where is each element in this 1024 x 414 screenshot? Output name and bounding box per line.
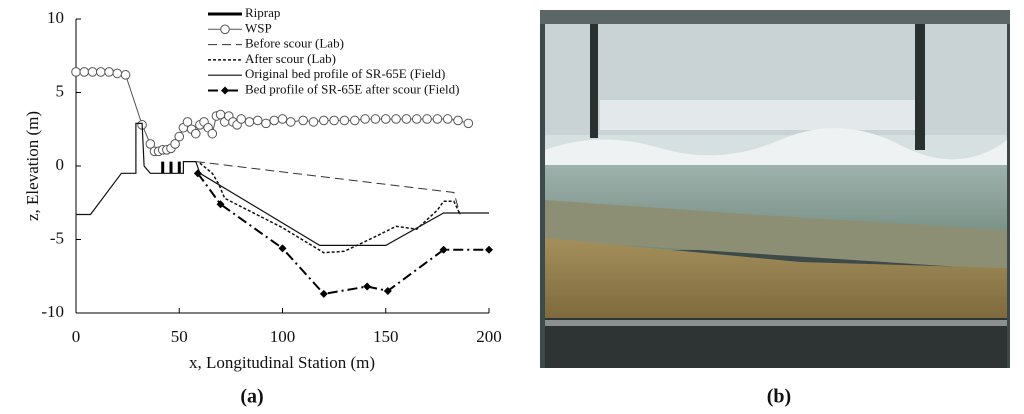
marker xyxy=(463,118,474,129)
photo-waves xyxy=(545,128,1007,165)
y-tick-label: -5 xyxy=(50,228,64,247)
marker xyxy=(174,131,185,142)
marker xyxy=(190,128,201,139)
marker xyxy=(95,67,106,77)
legend-label: Bed profile of SR-65E after scour (Field… xyxy=(245,81,459,96)
legend-label: After scour (Lab) xyxy=(245,51,336,66)
photo-base xyxy=(545,318,1007,368)
marker xyxy=(360,114,370,124)
x-tick-label: 0 xyxy=(72,327,81,346)
x-axis-label: x, Longitudinal Station (m) xyxy=(189,353,375,372)
y-tick-label: 5 xyxy=(56,81,65,100)
marker xyxy=(391,114,401,124)
marker xyxy=(236,114,246,124)
marker xyxy=(401,114,412,124)
legend-label: WSP xyxy=(245,20,272,35)
marker xyxy=(252,115,263,126)
photo-post xyxy=(915,20,925,150)
legend-label: Original bed profile of SR-65E (Field) xyxy=(245,66,445,81)
marker xyxy=(193,169,202,178)
series-line xyxy=(76,122,489,246)
marker xyxy=(380,114,391,124)
marker xyxy=(383,286,392,295)
marker xyxy=(329,115,339,126)
marker xyxy=(453,115,463,126)
marker xyxy=(269,115,280,126)
x-tick-label: 100 xyxy=(270,327,296,346)
marker xyxy=(120,70,131,80)
marker xyxy=(277,114,288,124)
marker xyxy=(308,117,319,127)
marker xyxy=(261,118,271,129)
marker xyxy=(207,128,218,139)
marker xyxy=(422,114,432,124)
x-tick-label: 50 xyxy=(171,327,188,346)
marker xyxy=(339,115,350,126)
marker xyxy=(439,245,448,254)
marker xyxy=(244,117,255,127)
photo-wall xyxy=(600,100,920,130)
marker xyxy=(145,139,156,149)
marker xyxy=(485,245,493,254)
marker xyxy=(170,139,180,149)
photo-bed-slope xyxy=(545,200,1007,270)
y-tick-label: -10 xyxy=(41,302,64,321)
x-tick-label: 150 xyxy=(373,327,399,346)
marker xyxy=(216,200,225,209)
photo-rail xyxy=(545,320,1007,326)
marker xyxy=(411,114,422,124)
photo-sand xyxy=(545,238,1007,318)
series-line xyxy=(195,161,461,215)
marker xyxy=(104,67,114,77)
marker xyxy=(370,114,381,124)
legend-label: Riprap xyxy=(245,5,280,20)
marker xyxy=(87,67,98,77)
marker xyxy=(278,244,287,253)
photo-top xyxy=(540,10,1010,24)
marker xyxy=(71,67,81,77)
marker xyxy=(182,117,193,127)
marker xyxy=(79,67,90,77)
marker xyxy=(112,68,123,79)
y-tick-label: 0 xyxy=(56,155,65,174)
marker xyxy=(298,115,308,126)
marker xyxy=(349,115,360,126)
legend-marker xyxy=(221,86,229,95)
panel-label: (b) xyxy=(767,386,791,408)
marker xyxy=(319,115,329,126)
series-line xyxy=(161,161,181,174)
y-tick-label: 10 xyxy=(47,8,64,27)
x-tick-label: 200 xyxy=(476,327,502,346)
legend-marker xyxy=(220,24,230,35)
series-line xyxy=(196,172,489,295)
photo xyxy=(540,10,1010,368)
marker xyxy=(363,282,372,291)
marker xyxy=(319,289,328,298)
y-axis-label: z, Elevation (m) xyxy=(23,111,42,221)
photo-post xyxy=(590,20,598,138)
marker xyxy=(432,114,443,124)
series-line xyxy=(199,162,461,254)
legend-label: Before scour (Lab) xyxy=(245,36,344,51)
marker xyxy=(285,117,296,127)
panel-label: (a) xyxy=(240,386,263,408)
marker xyxy=(442,114,453,124)
